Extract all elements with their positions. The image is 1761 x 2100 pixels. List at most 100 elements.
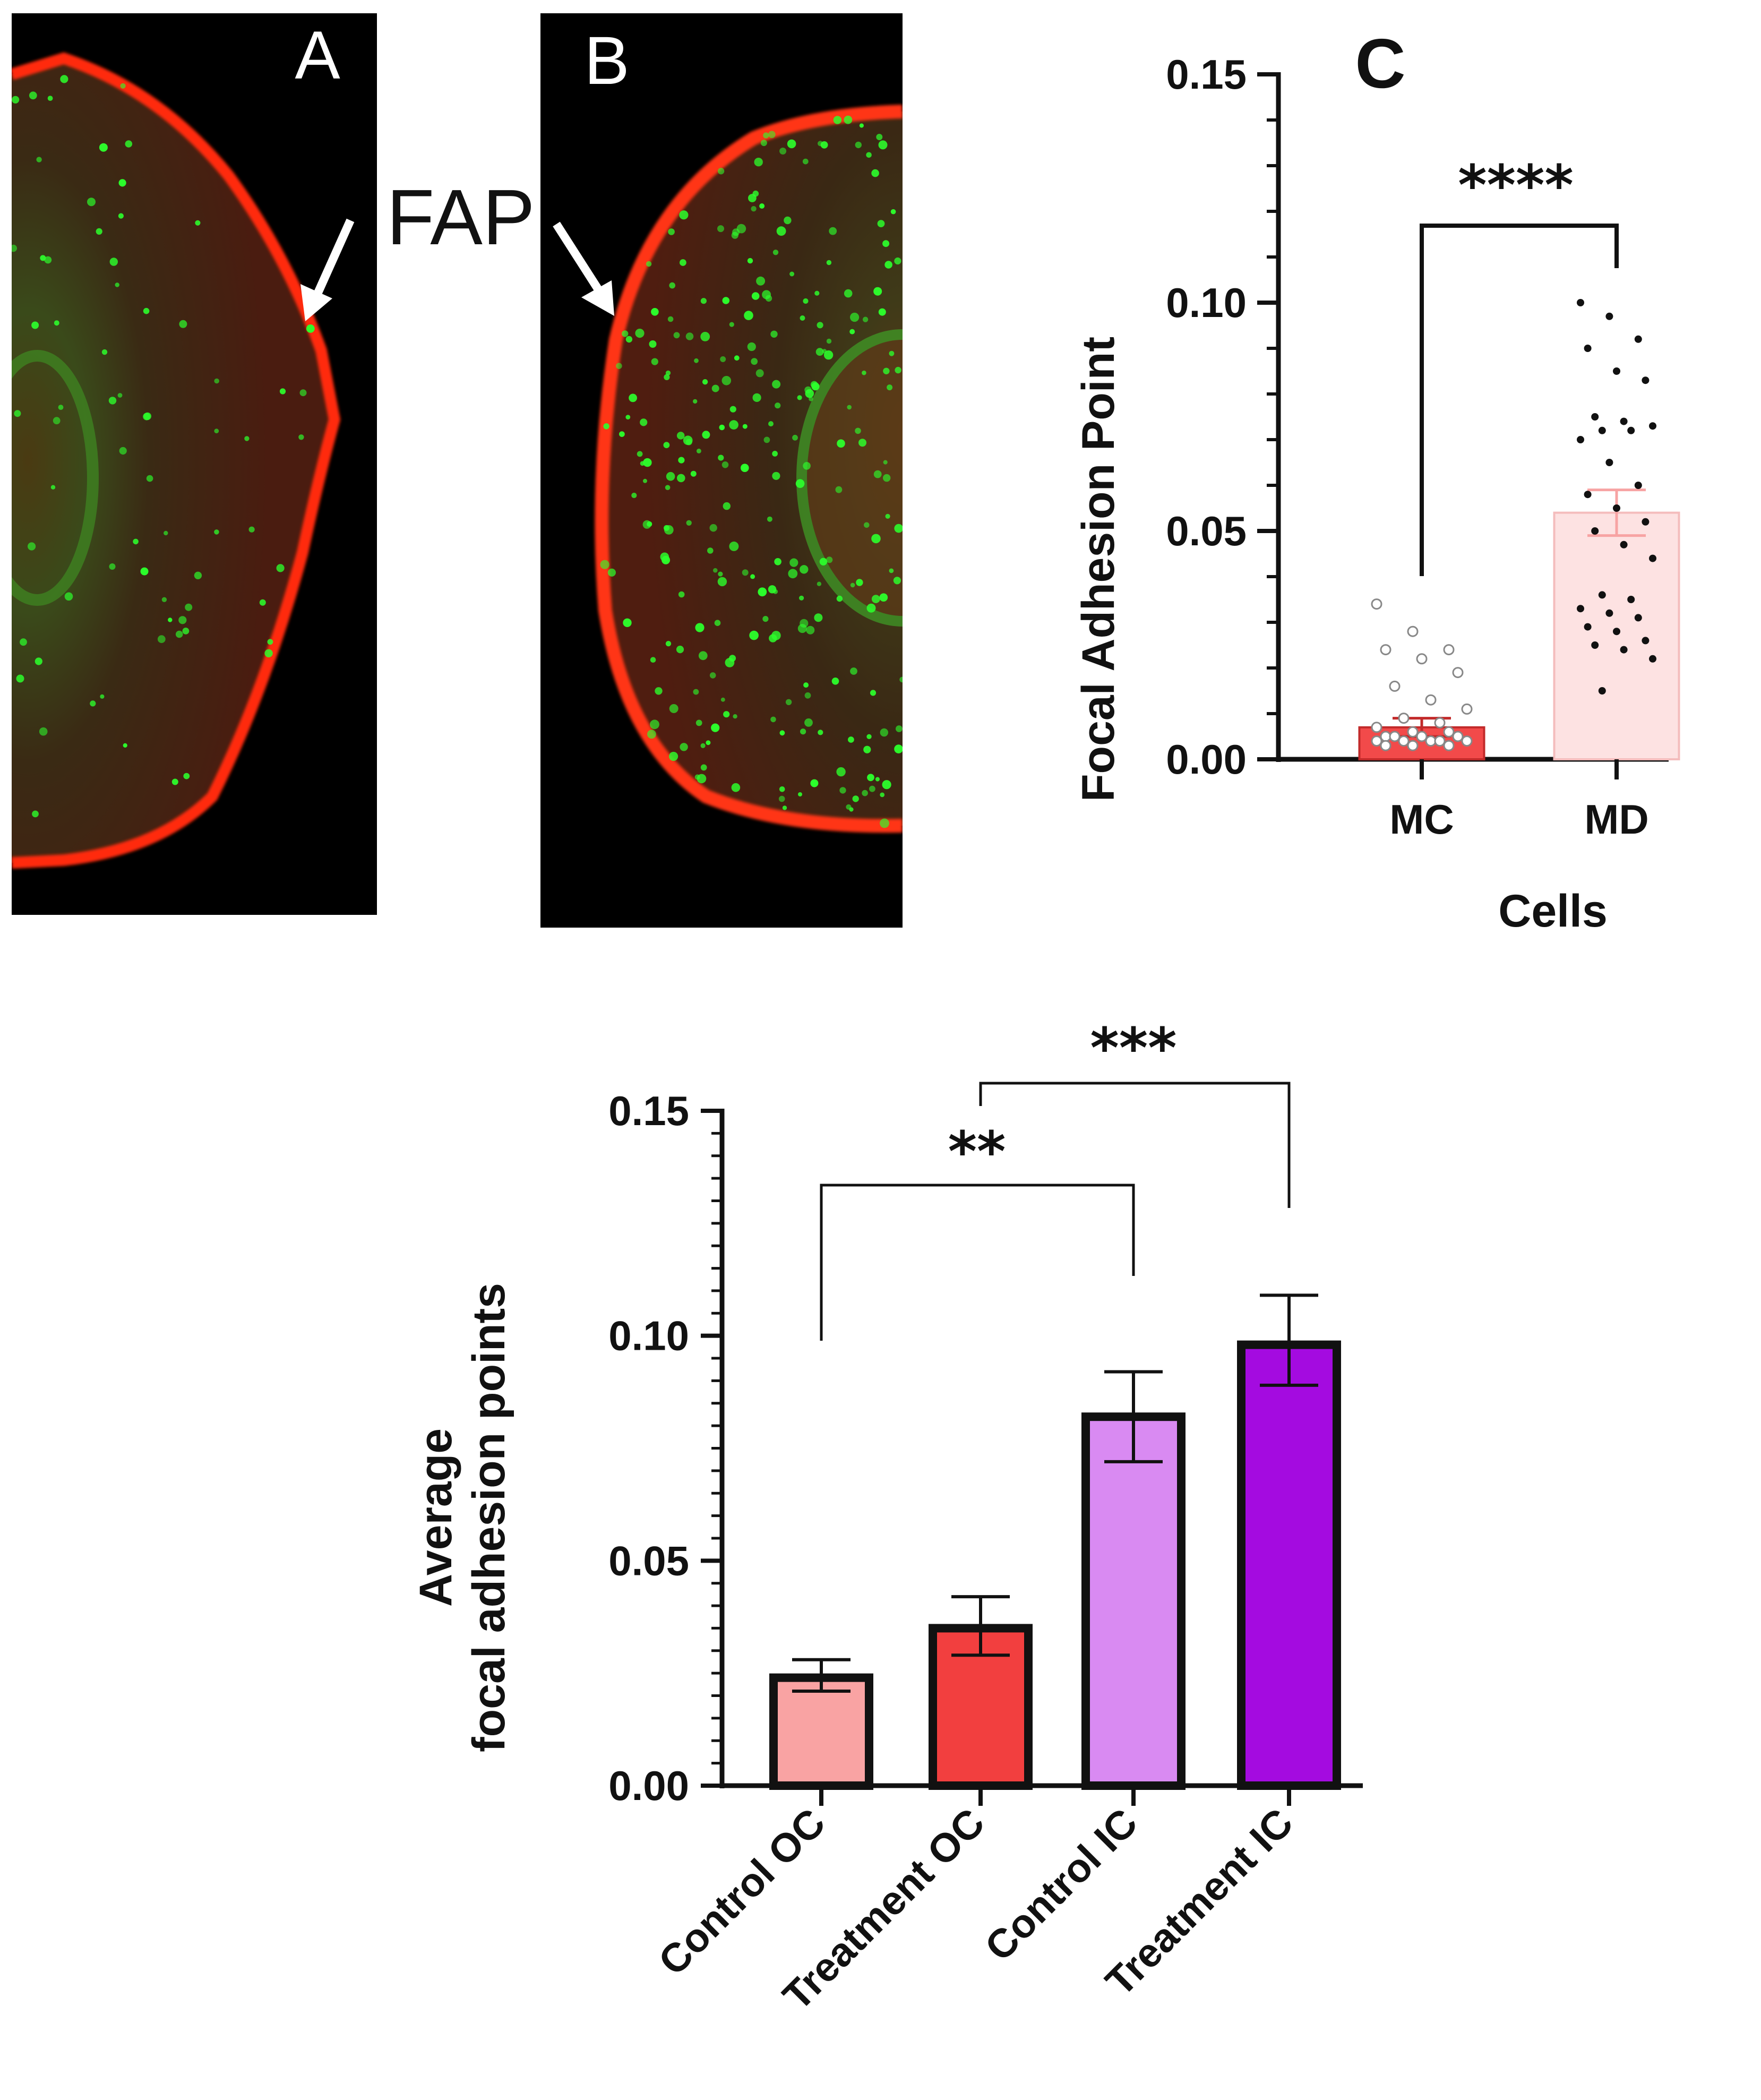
adhesion-dot [650, 719, 659, 730]
chart-c-data-point [1584, 623, 1592, 631]
chart-c-data-point [1620, 646, 1628, 654]
chart-c-data-point [1407, 740, 1419, 751]
adhesion-dot [884, 261, 892, 269]
chart-c-data-point [1398, 713, 1410, 724]
adhesion-dot [248, 526, 255, 533]
adhesion-dot [721, 461, 729, 468]
adhesion-dot [859, 123, 864, 128]
adhesion-dot [819, 558, 828, 566]
adhesion-dot [706, 740, 711, 745]
chart-d-bar [1237, 1340, 1341, 1790]
chart-c-data-point [1642, 376, 1650, 384]
adhesion-dot [878, 140, 888, 150]
adhesion-dot [850, 582, 855, 588]
chart-c-category-label: MD [1584, 796, 1648, 843]
adhesion-dot [894, 257, 901, 265]
chart-d-significance-label: ** [948, 1119, 1006, 1184]
chart-c-data-point [1407, 726, 1419, 738]
chart-c-data-point [1649, 655, 1656, 663]
chart-c-significance-bracket [1420, 224, 1619, 576]
chart-c-data-point [1634, 614, 1642, 622]
adhesion-dot [729, 541, 739, 551]
adhesion-dot [723, 711, 730, 718]
adhesion-dot [214, 428, 219, 434]
adhesion-dot [795, 479, 805, 488]
adhesion-dot [109, 258, 118, 266]
adhesion-dot [665, 370, 671, 376]
adhesion-dot [133, 538, 139, 545]
chart-c-data-point [1434, 717, 1446, 728]
adhesion-dot [694, 774, 700, 780]
adhesion-dot [862, 790, 868, 796]
adhesion-dot [700, 332, 710, 341]
adhesion-dot [826, 338, 832, 344]
adhesion-dot [39, 727, 48, 736]
adhesion-dot [895, 366, 901, 374]
adhesion-dot [143, 412, 151, 421]
adhesion-dot [719, 424, 725, 431]
adhesion-dot [35, 657, 42, 665]
adhesion-dot [168, 618, 173, 622]
chart-c-data-point [1425, 735, 1437, 747]
adhesion-dot [119, 447, 127, 455]
adhesion-dot [54, 320, 59, 326]
adhesion-dot [40, 255, 46, 261]
adhesion-dot [717, 225, 724, 233]
chart-d-significance-label: *** [1090, 1016, 1176, 1081]
adhesion-dot [733, 714, 737, 719]
adhesion-dot [889, 568, 894, 573]
adhesion-dot [693, 399, 698, 404]
adhesion-dot [802, 158, 809, 165]
chart-c-category-label: MC [1389, 796, 1454, 843]
adhesion-dot [259, 599, 266, 606]
adhesion-dot [723, 502, 731, 510]
cell-a-nucleus [12, 350, 99, 606]
chart-c-data-point [1649, 554, 1656, 562]
adhesion-dot [797, 624, 807, 633]
adhesion-dot [804, 386, 812, 394]
adhesion-dot [806, 625, 815, 635]
adhesion-dot [760, 140, 767, 147]
adhesion-dot [12, 96, 20, 104]
adhesion-dot [714, 620, 721, 626]
adhesion-dot [848, 736, 854, 743]
adhesion-dot [702, 379, 708, 385]
adhesion-dot [694, 358, 699, 363]
chart-c-data-point [1613, 628, 1620, 636]
adhesion-dot [877, 220, 885, 227]
adhesion-dot [183, 773, 190, 779]
adhesion-dot [800, 565, 809, 574]
adhesion-dot [637, 451, 643, 457]
adhesion-dot [185, 603, 193, 611]
adhesion-dot [649, 340, 657, 348]
chart-c-data-point [1584, 345, 1592, 352]
adhesion-dot [839, 787, 846, 794]
adhesion-dot [118, 179, 126, 187]
adhesion-dot [631, 492, 637, 499]
adhesion-dot [306, 324, 315, 333]
adhesion-dot [603, 423, 609, 430]
adhesion-dot [785, 699, 792, 706]
chart-c-data-point [1584, 491, 1592, 499]
adhesion-dot [179, 320, 187, 328]
adhesion-dot [878, 308, 886, 316]
chart-c-data-point [1598, 426, 1606, 434]
adhesion-dot [782, 805, 787, 810]
adhesion-dot [600, 560, 609, 569]
adhesion-dot [118, 213, 124, 219]
adhesion-dot [870, 690, 877, 696]
adhesion-dot [883, 367, 890, 374]
adhesion-dot [53, 417, 61, 425]
adhesion-dot [804, 692, 811, 699]
adhesion-dot [665, 641, 672, 647]
adhesion-dot [835, 486, 843, 493]
adhesion-dot [655, 687, 663, 695]
adhesion-dot [182, 628, 190, 635]
adhesion-dot [871, 169, 879, 177]
adhesion-dot [729, 406, 736, 413]
micrograph-b: B [540, 13, 903, 928]
adhesion-dot [751, 292, 760, 300]
adhesion-dot [883, 460, 888, 465]
adhesion-dot [161, 597, 167, 603]
chart-c-data-point [1443, 740, 1455, 751]
